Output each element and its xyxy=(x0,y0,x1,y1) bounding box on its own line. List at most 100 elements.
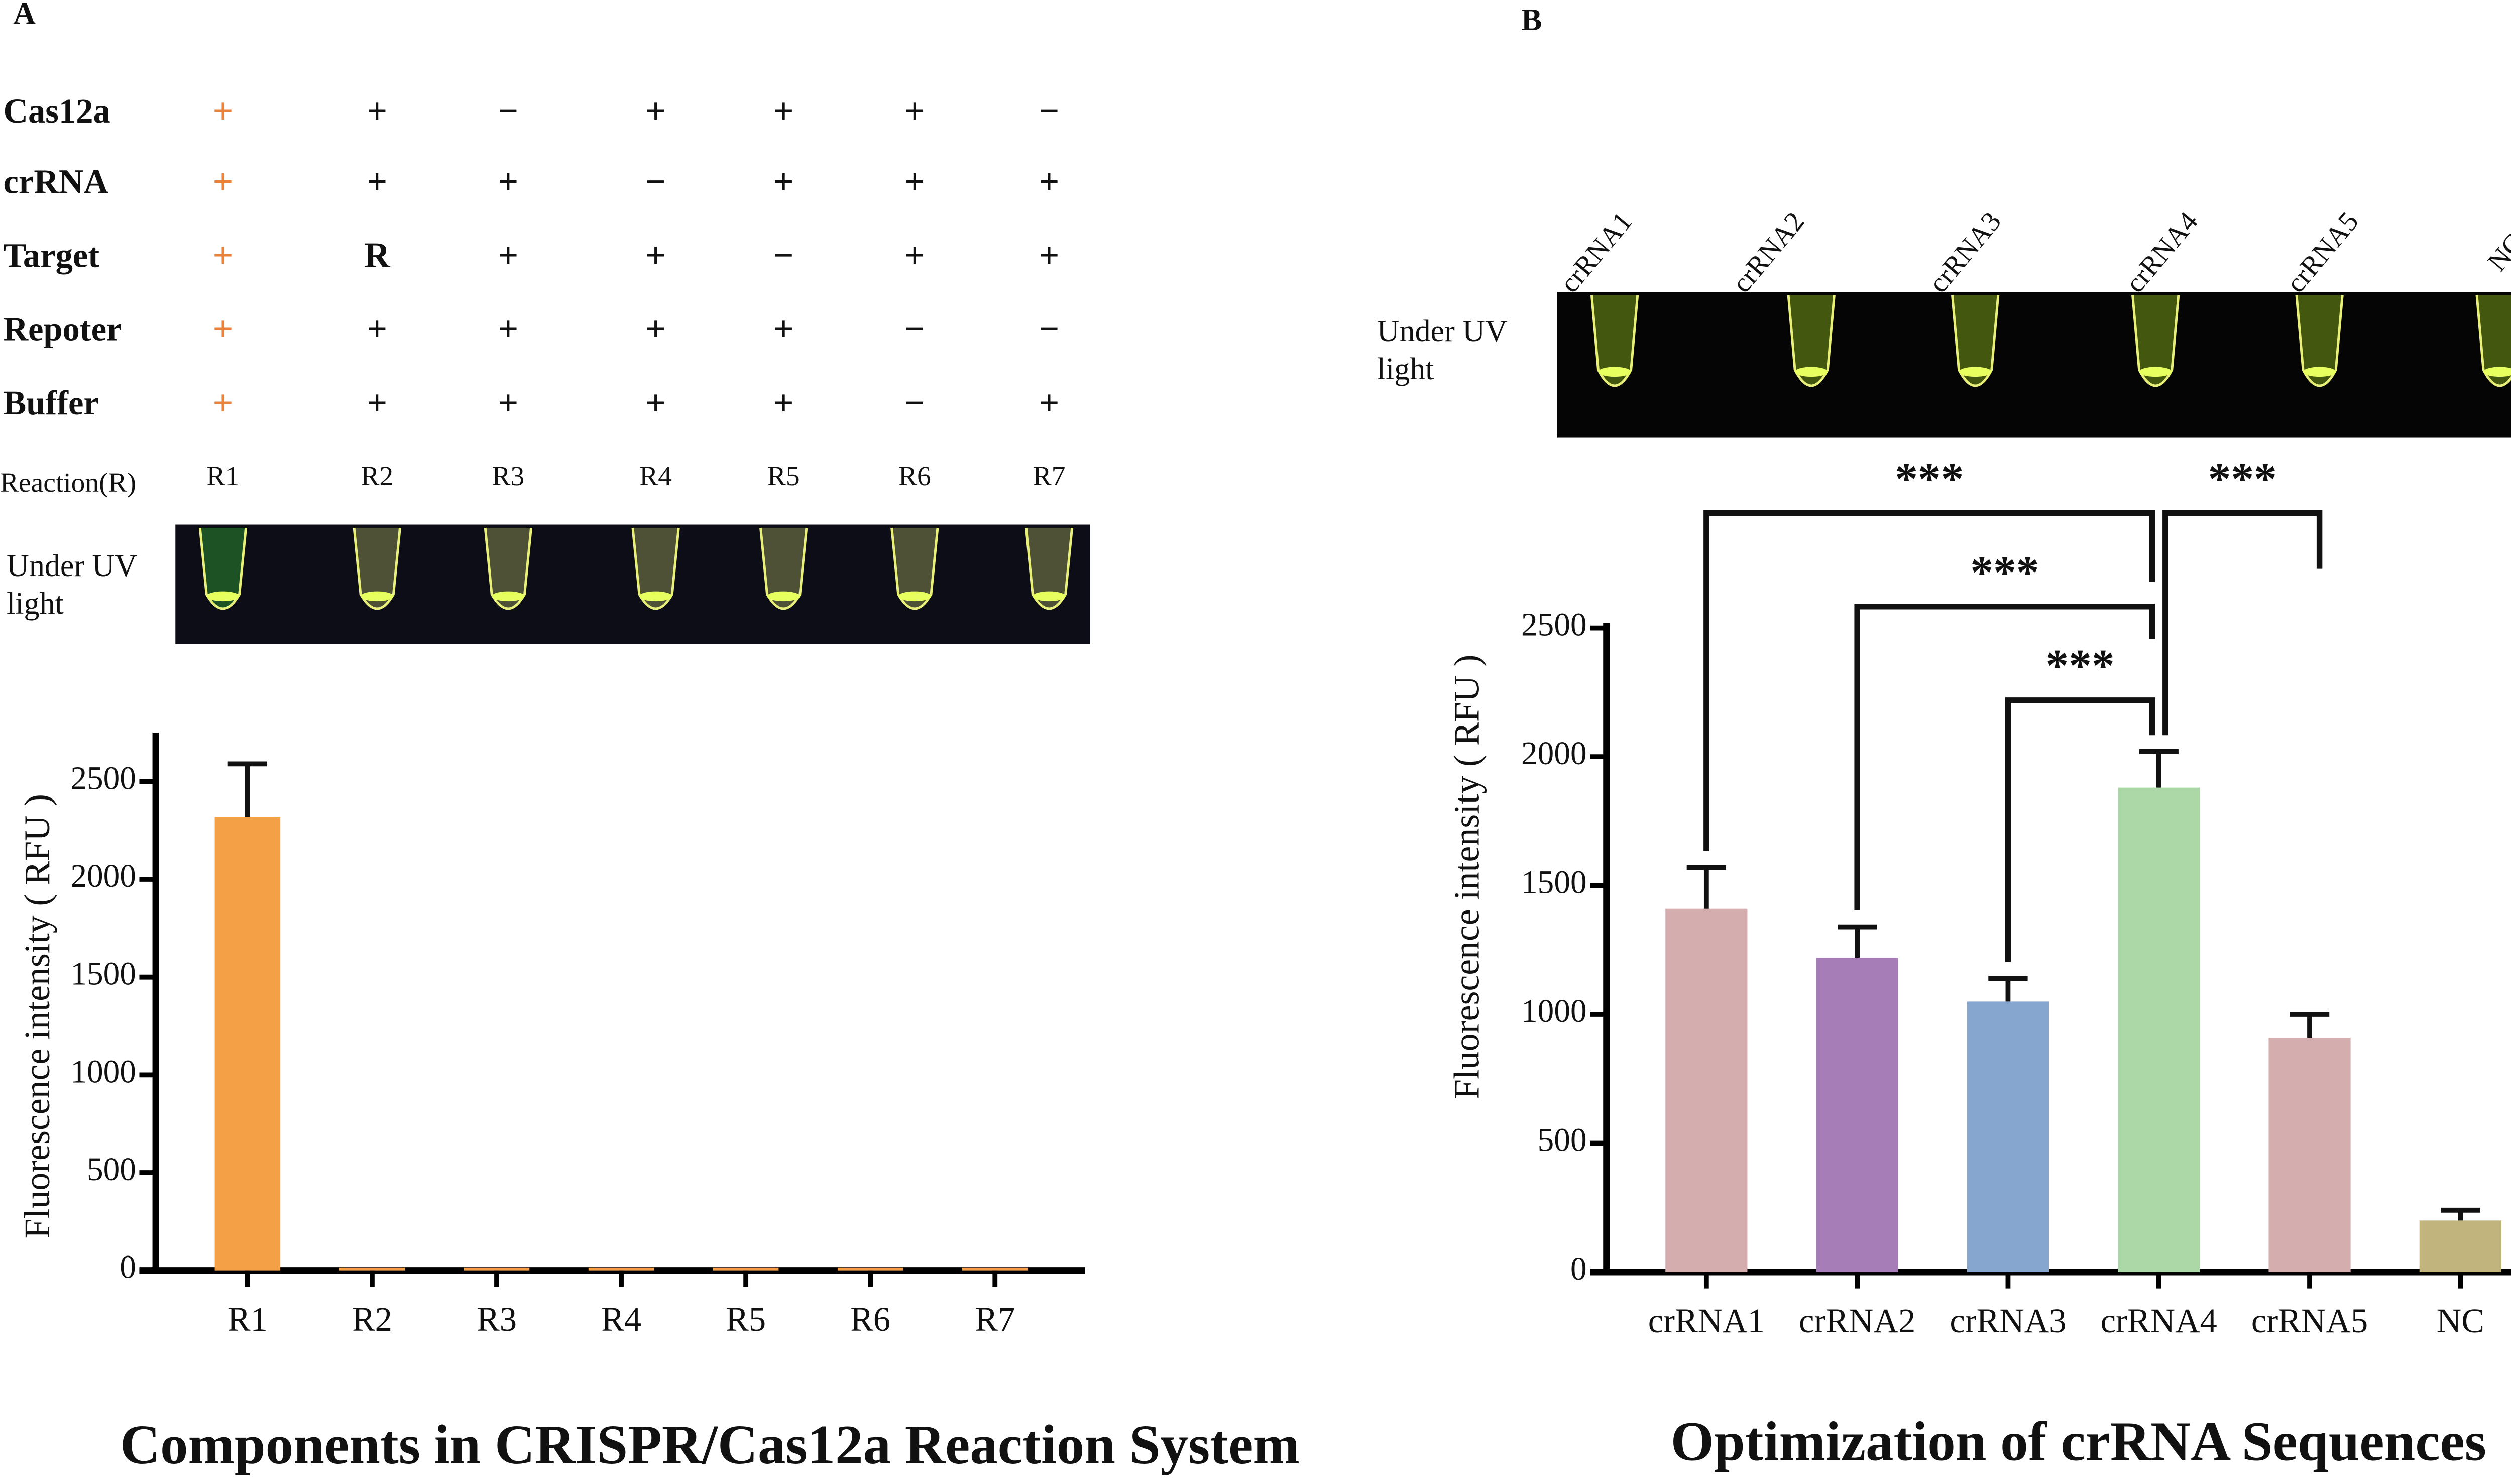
row-label: Target xyxy=(4,236,100,274)
panel-label: A xyxy=(13,0,36,31)
x-tick-label: R3 xyxy=(477,1300,517,1338)
y-tick-label: 500 xyxy=(87,1152,136,1188)
cell: + xyxy=(645,91,666,131)
cell: + xyxy=(1039,383,1060,423)
tube-liquid xyxy=(206,591,240,602)
photo-label: crRNA3 xyxy=(1923,206,2007,298)
y-tick-label: 1500 xyxy=(1521,865,1587,901)
x-tick-label: crRNA4 xyxy=(2101,1302,2217,1340)
row-label: crRNA xyxy=(4,163,108,201)
tube-liquid xyxy=(1795,367,1828,377)
header-cell: R2 xyxy=(361,461,393,492)
chart-title: Components in CRISPR/Cas12a Reaction Sys… xyxy=(120,1414,1300,1476)
tube-liquid xyxy=(2139,367,2172,377)
bar xyxy=(962,1267,1028,1271)
uv-photo xyxy=(1557,292,2511,438)
cell: + xyxy=(645,383,666,423)
y-tick-label: 0 xyxy=(1570,1251,1587,1287)
x-tick-label: R7 xyxy=(975,1300,1015,1338)
cell: + xyxy=(1039,161,1060,201)
bar xyxy=(1665,908,1748,1272)
cell: − xyxy=(1039,91,1060,131)
x-tick-label: crRNA1 xyxy=(1648,1302,1765,1340)
y-axis-label: Fluorescence intensity ( RFU ) xyxy=(1446,655,1487,1099)
x-tick-label: crRNA2 xyxy=(1799,1302,1915,1340)
cell: R xyxy=(364,235,391,275)
cell: − xyxy=(645,161,666,201)
cell: − xyxy=(773,235,794,275)
cell: + xyxy=(773,383,794,423)
panel-label: B xyxy=(1521,3,1542,37)
bar xyxy=(1967,1001,2049,1272)
cell: + xyxy=(645,235,666,275)
header-cell: R4 xyxy=(639,461,672,492)
cell: + xyxy=(212,235,233,275)
cell: + xyxy=(367,383,387,423)
significance-bracket xyxy=(1703,510,2155,852)
tube-liquid xyxy=(2483,367,2511,377)
significance-label: *** xyxy=(2208,453,2277,504)
y-tick-label: 2000 xyxy=(1521,736,1587,772)
y-tick-label: 2000 xyxy=(70,858,136,894)
tube-liquid xyxy=(2303,367,2336,377)
row-label: Repoter xyxy=(4,310,122,348)
cell: + xyxy=(212,161,233,201)
tube-liquid xyxy=(1033,591,1066,602)
cell: + xyxy=(645,309,666,349)
tube-liquid xyxy=(767,591,800,602)
cell: − xyxy=(1039,309,1060,349)
y-tick-label: 0 xyxy=(120,1249,136,1286)
image-label: light xyxy=(7,587,64,621)
y-tick-label: 1000 xyxy=(1521,993,1587,1030)
cell: + xyxy=(498,235,518,275)
bar xyxy=(588,1267,654,1271)
tube-liquid xyxy=(639,591,672,602)
cell: + xyxy=(212,383,233,423)
header-cell: R7 xyxy=(1033,461,1066,492)
photo-label: crRNA5 xyxy=(2280,206,2365,298)
cell: + xyxy=(498,383,518,423)
photo-label: crRNA1 xyxy=(1554,206,1639,298)
photo-label: crRNA2 xyxy=(1727,206,1811,298)
bar xyxy=(713,1267,779,1271)
cell: + xyxy=(773,161,794,201)
cell: + xyxy=(498,161,518,201)
cell: + xyxy=(773,309,794,349)
cell: + xyxy=(367,161,387,201)
row-label: Buffer xyxy=(4,384,99,422)
x-tick-label: crRNA3 xyxy=(1950,1302,2066,1340)
image-label: Under UV xyxy=(7,549,137,583)
bar xyxy=(214,817,281,1271)
header-cell: R6 xyxy=(898,461,931,492)
cell: + xyxy=(212,309,233,349)
significance-label: *** xyxy=(1970,547,2039,598)
y-tick-label: 2500 xyxy=(70,760,136,796)
bar xyxy=(2419,1220,2501,1272)
cell: + xyxy=(1039,235,1060,275)
tube-liquid xyxy=(361,591,394,602)
cell: − xyxy=(904,383,925,423)
x-tick-label: R5 xyxy=(726,1300,766,1338)
significance-label: *** xyxy=(1895,453,1964,504)
photo-label: crRNA4 xyxy=(2120,206,2204,298)
significance-bracket xyxy=(2005,697,2155,962)
header-label: Reaction(R) xyxy=(0,468,136,498)
x-tick-label: R6 xyxy=(850,1300,890,1338)
bar xyxy=(339,1267,405,1271)
photo-label: NC xyxy=(2482,228,2511,277)
cell: + xyxy=(904,161,925,201)
cell: + xyxy=(773,91,794,131)
y-tick-label: 1000 xyxy=(70,1054,136,1090)
cell: + xyxy=(367,309,387,349)
cell: − xyxy=(498,91,518,131)
chart-title: Optimization of crRNA Sequences xyxy=(1671,1411,2486,1473)
header-cell: R1 xyxy=(207,461,240,492)
bar xyxy=(464,1267,530,1271)
image-label: Under UV xyxy=(1377,314,1508,349)
x-tick-label: NC xyxy=(2437,1302,2484,1340)
significance-label: *** xyxy=(2046,640,2115,691)
cell: + xyxy=(904,235,925,275)
y-tick-label: 1500 xyxy=(70,956,136,992)
cell: + xyxy=(367,91,387,131)
